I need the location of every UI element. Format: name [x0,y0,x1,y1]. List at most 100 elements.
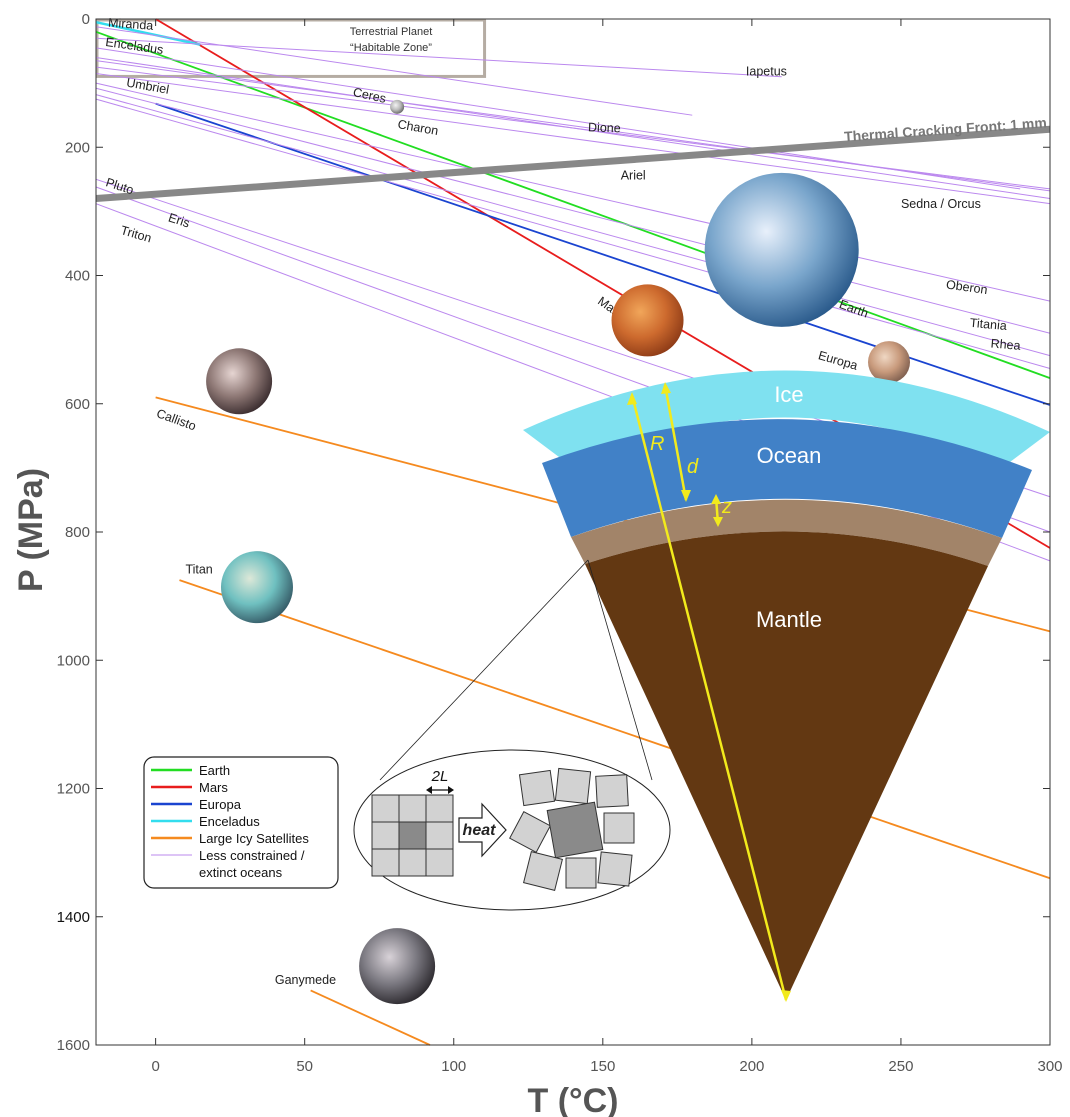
line-label-triton: Triton [119,223,153,245]
y-tick-label: 0 [82,11,90,28]
y-axis-label: P (MPa) [12,468,50,592]
cross-section-inset: Ice Ocean Mantle R d z heat 2L [353,370,1050,1002]
series-line-enceladus [95,20,201,46]
cracked-block [546,801,604,859]
cracked-block [518,769,556,807]
legend-label: extinct oceans [199,865,283,880]
line-label-titania: Titania [969,316,1007,333]
legend-label: Less constrained / [199,848,305,863]
layer-label-ice: Ice [774,382,803,407]
grid-block [371,821,400,850]
line-label-ceres: Ceres [352,85,388,106]
legend-label: Enceladus [199,814,260,829]
line-label-umbriel: Umbriel [125,75,170,96]
series-line-titania [95,94,1051,357]
series-line-oberon [95,87,1051,334]
y-tick-label: 600 [65,396,90,413]
grid-block [425,848,454,877]
x-tick-label: 150 [590,1058,615,1075]
line-label-eris: Eris [167,211,192,231]
series-line-ganymede [310,989,431,1046]
arrowhead [448,786,454,794]
layer-label-mantle: Mantle [756,607,822,632]
line-label-ariel: Ariel [621,168,646,182]
line-label-rhea: Rhea [990,336,1021,353]
variable-d: d [687,456,699,478]
axes: 0 50 100 150 200 250 300 0 200 400 600 800 1000 1200 1… [57,11,1063,1075]
series-line-dione [95,60,1051,192]
grid-block [371,848,400,877]
legend-label: Earth [199,763,230,778]
cracking-grid [371,794,454,877]
series-lines [95,18,1051,1046]
x-tick-label: 250 [888,1058,913,1075]
arrowhead [713,517,723,527]
ice-layer [523,370,1050,468]
y-tick-label: 1600 [57,1037,90,1054]
line-label-earth: Earth [837,297,870,320]
layer-label-ocean: Ocean [757,443,822,468]
cracked-blocks [509,767,635,892]
legend-label: Large Icy Satellites [199,831,309,846]
line-label-titan: Titan [185,563,212,577]
cracked-block [603,812,635,844]
legend-box [143,756,339,889]
heat-label: heat [463,822,497,839]
y-tick-label: 1200 [57,781,90,798]
arrowhead [426,786,432,794]
thermal-front-group: Thermal Cracking Front: 1 mm [95,114,1051,203]
depth-arrow [663,384,688,501]
cracked-block [554,767,592,805]
legend-label: Europa [199,797,242,812]
thermal-front-line [95,125,1051,203]
zoom-line [587,559,653,781]
series-line-titan [179,579,1051,880]
cracked-block [522,850,564,892]
cracked-block [597,851,633,887]
variable-z: z [721,496,732,518]
x-tick-label: 300 [1037,1058,1062,1075]
mars-thumbnail [611,284,684,357]
series-line-umbriel [95,82,1051,302]
series-line-miranda [95,26,693,116]
grid-block [398,848,427,877]
grid-block [371,794,400,823]
line-label-europa: Europa [817,348,860,373]
x-tick-label: 200 [739,1058,764,1075]
x-tick-label: 50 [296,1058,313,1075]
earth-thumbnail [704,172,859,327]
callisto-thumbnail [206,348,273,415]
series-line-rhea [95,98,1051,369]
line-label-iapetus: Iapetus [746,64,787,78]
x-tick-label: 100 [441,1058,466,1075]
series-line-earth [95,30,1051,379]
legend-label: Mars [199,780,228,795]
line-label-dione: Dione [588,120,621,135]
y-tick-label: 200 [65,139,90,156]
arrowhead [781,990,791,1002]
line-label-ganymede: Ganymede [275,973,336,987]
y-tick-label: 800 [65,524,90,541]
variable-r: R [650,433,664,455]
arrowhead [681,490,691,502]
radius-arrow [630,394,788,1001]
spacing-label: 2L [431,768,449,785]
series-line-iapetus [95,37,782,78]
grid-block [398,794,427,823]
ocean-layer [542,419,1032,538]
planet-thumbnails [206,99,911,1005]
line-label-miranda: Miranda [108,16,154,33]
crust-layer [571,499,1002,566]
ganymede-thumbnail [359,928,436,1005]
arrowhead [661,382,671,394]
heat-arrow: heat [458,802,507,858]
grid-block [425,821,454,850]
grid-block [398,821,427,850]
series-line-sedna-orcus [95,73,1051,205]
arrowhead [711,494,721,504]
y-tick-label: 1000 [57,652,90,669]
cracked-block [595,774,629,808]
series-line-ariel [95,66,1051,190]
zoom-line [379,559,589,781]
